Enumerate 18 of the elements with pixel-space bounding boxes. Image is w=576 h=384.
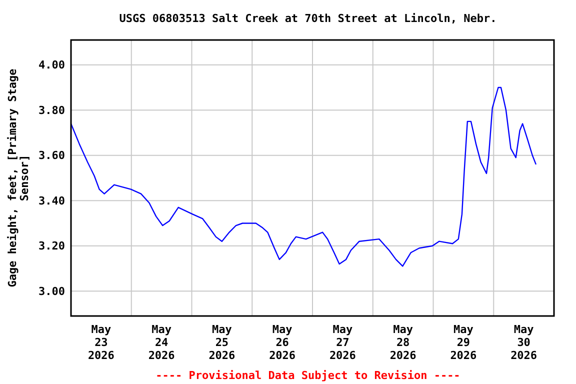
line-series xyxy=(70,86,537,267)
y-axis-title: Gage height, feet, [Primary Stage Sensor] xyxy=(6,68,31,288)
y-tick-label: 3.20 xyxy=(38,240,65,253)
x-tick-label: May 28 2026 xyxy=(390,323,417,362)
x-tick-label: May 27 2026 xyxy=(329,323,356,362)
text: ---- Provisional Data Subject to Revision ---- xyxy=(156,369,460,382)
x-tick-label: May 25 2026 xyxy=(208,323,236,362)
x-tick-label: May 26 2026 xyxy=(269,323,296,362)
y-tick-label: 4.00 xyxy=(38,58,65,72)
y-tick-label: 3.80 xyxy=(38,104,65,117)
x-tick-label: May 24 2026 xyxy=(148,323,176,362)
x-tick-label: May 30 2026 xyxy=(510,323,538,362)
y-tick-label: 3.40 xyxy=(38,194,65,208)
y-tick-label: 3.00 xyxy=(38,284,65,298)
chart-title: USGS 06803513 Salt Creek at 70th Street at Lincoln, Nebr. xyxy=(119,12,497,25)
x-tick-label: May 29 2026 xyxy=(450,323,478,362)
y-tick-label: 3.60 xyxy=(38,149,65,162)
x-tick-label: May 23 2026 xyxy=(88,323,115,362)
